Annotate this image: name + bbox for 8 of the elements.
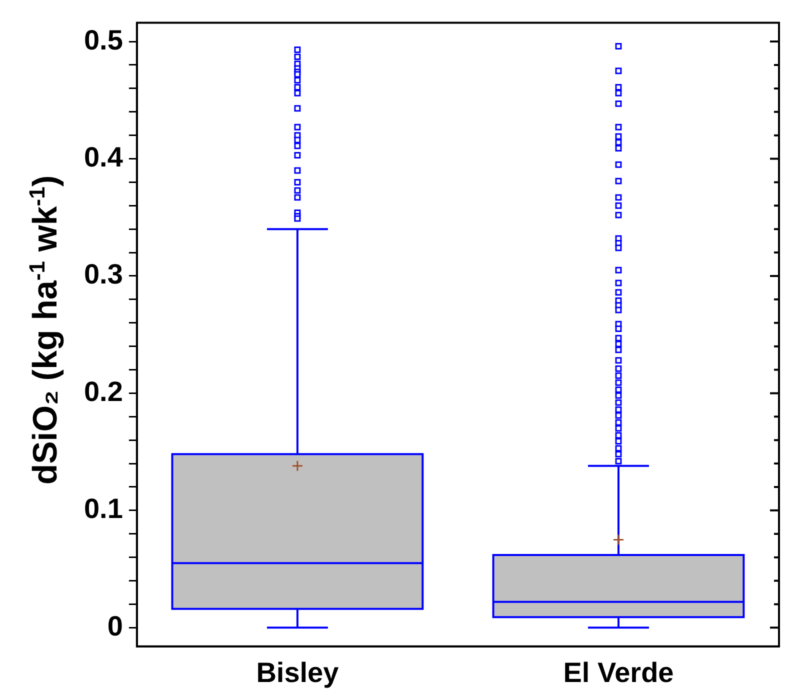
y-tick-label: 0.5 (84, 24, 123, 56)
x-tick-label: El Verde (563, 656, 674, 688)
y-tick-label: 0 (107, 610, 123, 642)
y-tick-label: 0.1 (84, 493, 123, 524)
y-tick-label: 0.4 (84, 141, 124, 172)
y-tick-label: 0.3 (84, 258, 123, 290)
x-tick-label: Bisley (256, 656, 340, 688)
y-tick-label: 0.2 (84, 376, 123, 407)
